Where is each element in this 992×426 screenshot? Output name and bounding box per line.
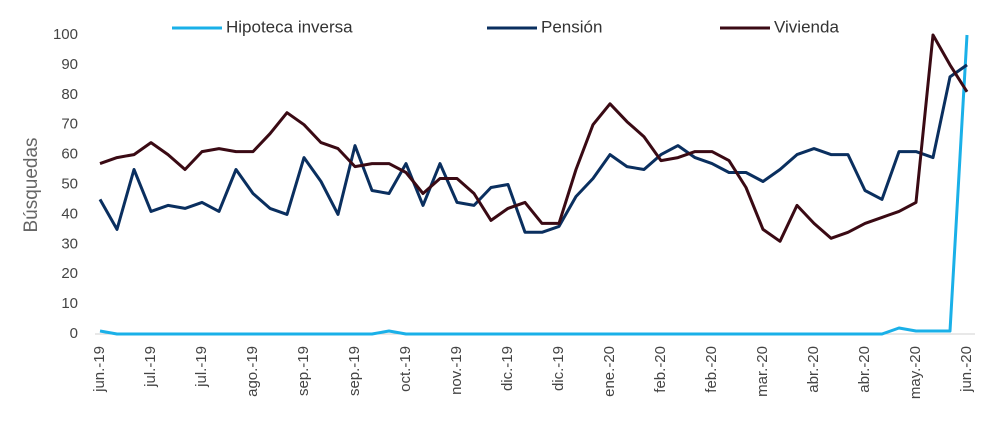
y-tick-label: 40 <box>61 205 78 222</box>
series-line <box>98 63 968 234</box>
x-tick-label: oct.-19 <box>397 346 414 392</box>
y-tick-label: 0 <box>70 325 78 342</box>
x-tick-label: ago.-19 <box>244 346 261 397</box>
x-tick-label: may.-20 <box>907 346 924 399</box>
x-tick-label: feb.-20 <box>703 346 720 393</box>
legend-label: Pensión <box>541 17 602 36</box>
y-tick-label: 70 <box>61 116 78 133</box>
x-tick-label: sep.-19 <box>346 346 363 396</box>
y-axis-title: Búsquedas <box>21 137 42 232</box>
x-tick-label: ene.-20 <box>601 346 618 397</box>
x-tick-label: jun.-20 <box>958 346 975 393</box>
legend-label: Hipoteca inversa <box>226 17 353 36</box>
x-tick-label: jul.-19 <box>142 346 159 388</box>
x-tick-label: dic.-19 <box>550 346 567 391</box>
y-tick-label: 10 <box>61 295 78 312</box>
x-tick-label: jun.-19 <box>91 346 108 393</box>
y-tick-label: 30 <box>61 235 78 252</box>
series-line <box>99 34 969 336</box>
y-tick-label: 90 <box>61 56 78 73</box>
x-tick-label: abr.-20 <box>856 346 873 393</box>
y-tick-label: 50 <box>61 175 78 192</box>
y-tick-label: 100 <box>53 26 78 43</box>
legend-label: Vivienda <box>774 17 839 36</box>
y-tick-label: 60 <box>61 146 78 163</box>
x-tick-label: abr.-20 <box>805 346 822 393</box>
x-tick-label: sep.-19 <box>295 346 312 396</box>
series-line <box>99 33 969 243</box>
x-tick-label: mar.-20 <box>754 346 771 397</box>
x-tick-label: dic.-19 <box>499 346 516 391</box>
x-tick-label: jul.-19 <box>193 346 210 388</box>
y-tick-label: 20 <box>61 265 78 282</box>
x-tick-label: feb.-20 <box>652 346 669 393</box>
y-tick-label: 80 <box>61 86 78 103</box>
x-tick-label: nov.-19 <box>448 346 465 395</box>
